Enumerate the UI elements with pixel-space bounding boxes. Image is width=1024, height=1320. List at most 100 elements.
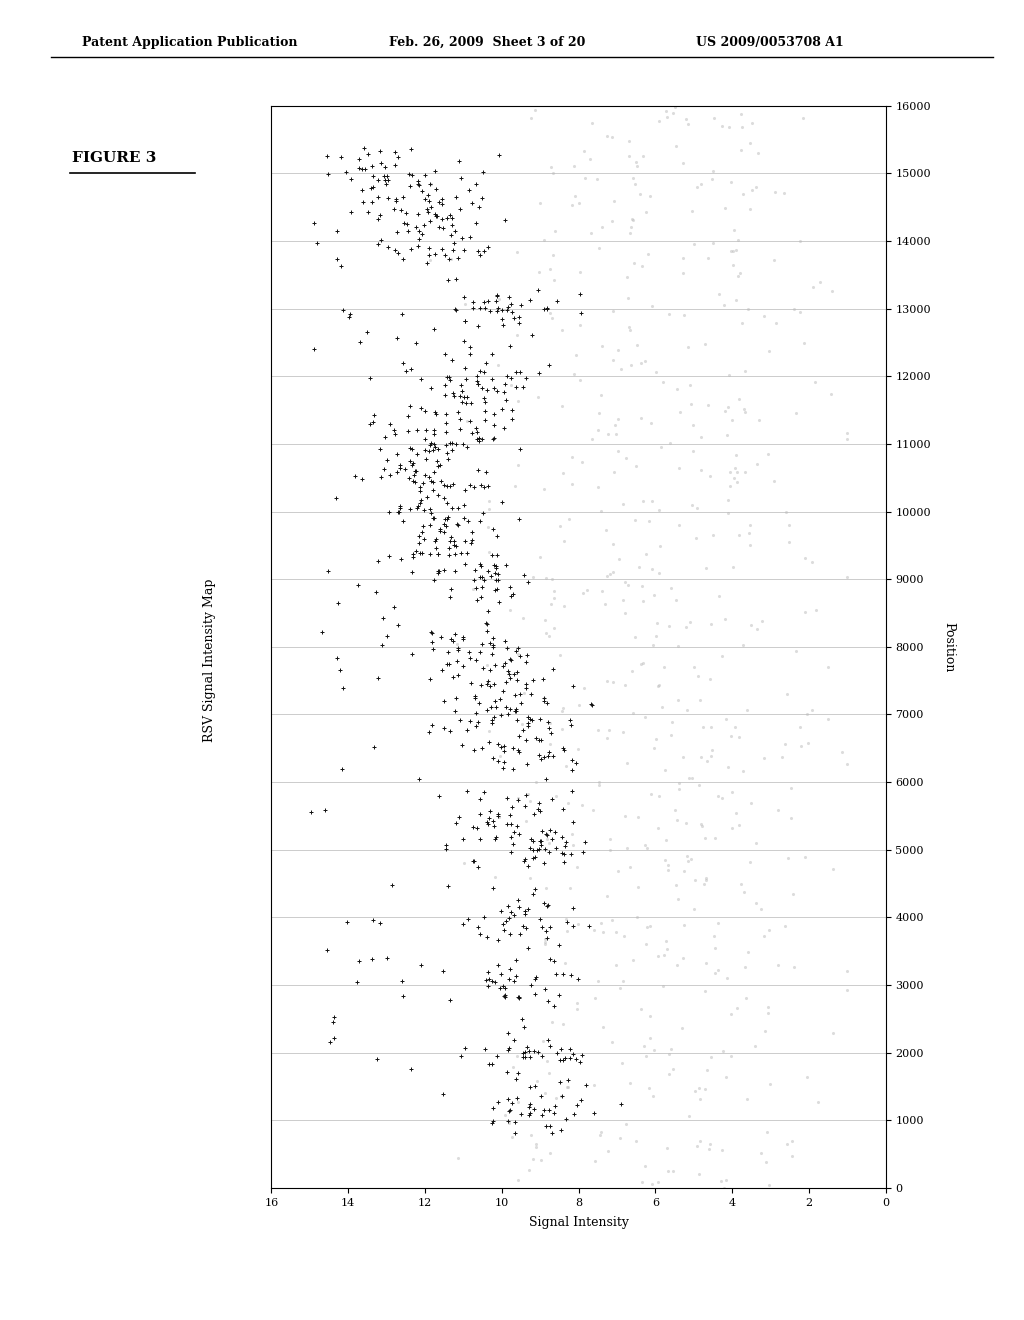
Point: [493, 900, 509, 921]
Point: [541, 354, 557, 375]
Point: [618, 447, 635, 469]
Point: [456, 495, 472, 516]
Point: [675, 152, 691, 173]
Point: [452, 709, 468, 730]
Point: [517, 810, 534, 832]
Point: [590, 420, 606, 441]
Point: [613, 1052, 630, 1073]
Point: [428, 537, 444, 558]
Point: [488, 557, 505, 578]
Point: [629, 907, 645, 928]
Point: [541, 1063, 557, 1084]
Point: [554, 1086, 570, 1107]
Point: [391, 498, 408, 519]
Point: [421, 721, 437, 742]
Point: [460, 511, 476, 532]
Point: [462, 226, 478, 247]
Point: [525, 1041, 542, 1063]
Point: [565, 676, 582, 697]
Point: [742, 615, 759, 636]
Point: [591, 238, 607, 259]
Point: [501, 704, 517, 725]
Point: [354, 158, 371, 180]
Point: [778, 684, 795, 705]
Point: [749, 892, 765, 913]
Point: [840, 422, 856, 444]
Point: [615, 590, 632, 611]
Point: [564, 194, 581, 215]
Point: [720, 397, 736, 418]
Point: [512, 294, 528, 315]
Point: [523, 325, 540, 346]
Point: [705, 169, 721, 190]
Point: [454, 380, 470, 401]
Point: [372, 912, 388, 933]
Point: [481, 632, 498, 653]
Point: [450, 498, 466, 519]
Point: [568, 752, 585, 774]
Point: [497, 986, 513, 1007]
Point: [450, 638, 466, 659]
Point: [453, 1045, 469, 1067]
Point: [403, 164, 420, 185]
Point: [479, 620, 496, 642]
Point: [680, 850, 696, 871]
Point: [333, 256, 349, 277]
Point: [523, 108, 540, 129]
Point: [366, 404, 382, 425]
Point: [468, 577, 484, 598]
Point: [410, 173, 426, 194]
Point: [534, 1085, 550, 1106]
Point: [489, 285, 506, 306]
Point: [370, 169, 386, 190]
Point: [435, 961, 452, 982]
Point: [410, 420, 426, 441]
Point: [543, 722, 559, 743]
Point: [467, 560, 483, 581]
X-axis label: Signal Intensity: Signal Intensity: [528, 1216, 629, 1229]
Point: [531, 838, 548, 859]
Point: [696, 828, 713, 849]
Point: [657, 849, 674, 870]
Point: [778, 1133, 795, 1154]
Point: [442, 205, 459, 226]
Point: [540, 990, 556, 1011]
Point: [329, 220, 345, 242]
Point: [811, 271, 827, 292]
Point: [740, 523, 757, 544]
Point: [486, 972, 503, 993]
Point: [387, 154, 403, 176]
Point: [458, 358, 474, 379]
Point: [724, 409, 740, 430]
Point: [479, 961, 496, 982]
Point: [503, 586, 519, 607]
Point: [400, 467, 417, 488]
Point: [760, 444, 776, 465]
Point: [586, 1102, 602, 1123]
Point: [508, 701, 524, 722]
Point: [330, 248, 346, 269]
Point: [476, 907, 493, 928]
Point: [411, 768, 427, 789]
Point: [538, 622, 554, 643]
Point: [758, 1151, 774, 1172]
Point: [400, 220, 417, 242]
Point: [332, 659, 348, 680]
Point: [630, 156, 646, 177]
Point: [522, 828, 539, 849]
Point: [552, 1049, 568, 1071]
Point: [546, 1102, 562, 1123]
Point: [675, 261, 691, 282]
Point: [749, 619, 765, 640]
Point: [797, 548, 813, 569]
Point: [639, 838, 655, 859]
Point: [417, 165, 433, 186]
Point: [804, 700, 820, 721]
Point: [616, 675, 633, 696]
Point: [522, 1125, 539, 1146]
Point: [435, 1084, 452, 1105]
Point: [490, 570, 507, 591]
Point: [380, 170, 396, 191]
Point: [682, 375, 698, 396]
Point: [392, 454, 409, 475]
